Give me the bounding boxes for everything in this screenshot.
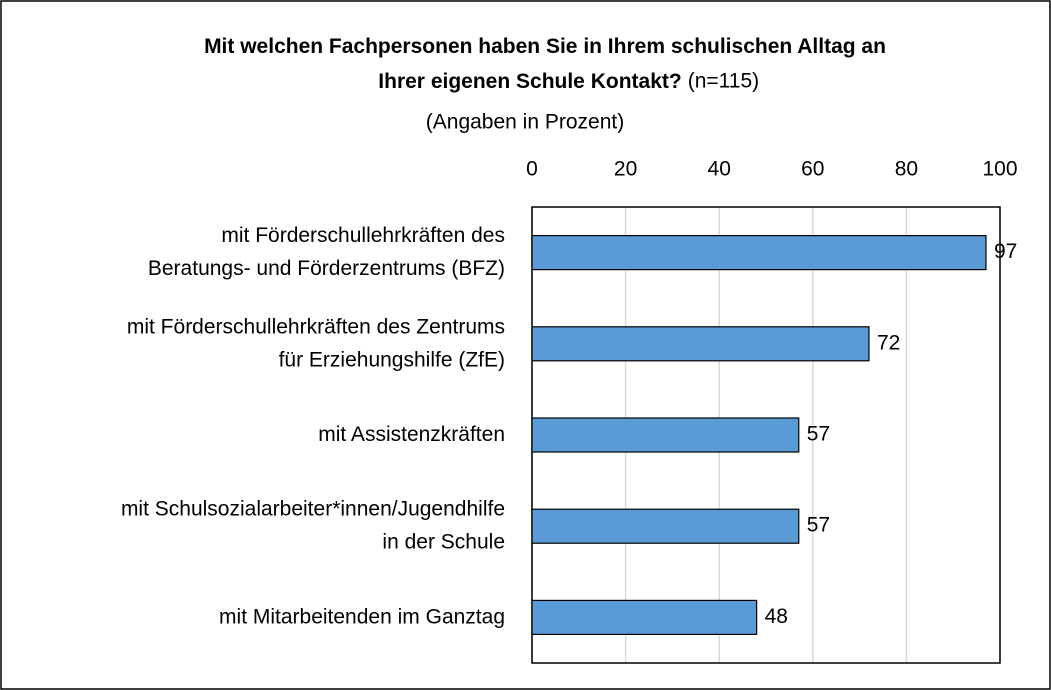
x-tick-label: 60 xyxy=(801,158,824,181)
bar xyxy=(531,235,987,271)
value-label: 57 xyxy=(807,423,830,446)
x-tick-label: 80 xyxy=(895,158,918,181)
x-tick-label: 20 xyxy=(614,158,637,181)
value-label: 48 xyxy=(765,605,788,628)
y-tick-label: mit Förderschullehrkräften des Beratungs-… xyxy=(148,224,505,280)
value-label: 72 xyxy=(877,331,900,354)
chart-title: Mit welchen Fachpersonen haben Sie in Ih… xyxy=(204,35,886,93)
y-tick-label: mit Assistenzkräften xyxy=(318,423,505,446)
chart-title-note: (n=115) xyxy=(688,70,759,93)
bar xyxy=(531,599,758,636)
y-tick-label: mit Schulsozialarbeiter*innen/Jugendhilf… xyxy=(121,497,505,553)
y-tick-label: mit Mitarbeitenden im Ganztag xyxy=(219,605,505,628)
chart-subtitle: (Angaben in Prozent) xyxy=(426,111,624,134)
x-tick-label: 0 xyxy=(526,158,538,181)
value-label: 97 xyxy=(994,240,1017,263)
x-tick-label: 100 xyxy=(982,158,1017,181)
x-tick-label: 40 xyxy=(708,158,731,181)
y-tick-label: mit Förderschullehrkräften des Zentrums f… xyxy=(127,315,505,371)
value-label: 57 xyxy=(807,514,830,537)
bar xyxy=(531,417,800,453)
bar xyxy=(531,326,870,362)
bar xyxy=(531,508,800,544)
